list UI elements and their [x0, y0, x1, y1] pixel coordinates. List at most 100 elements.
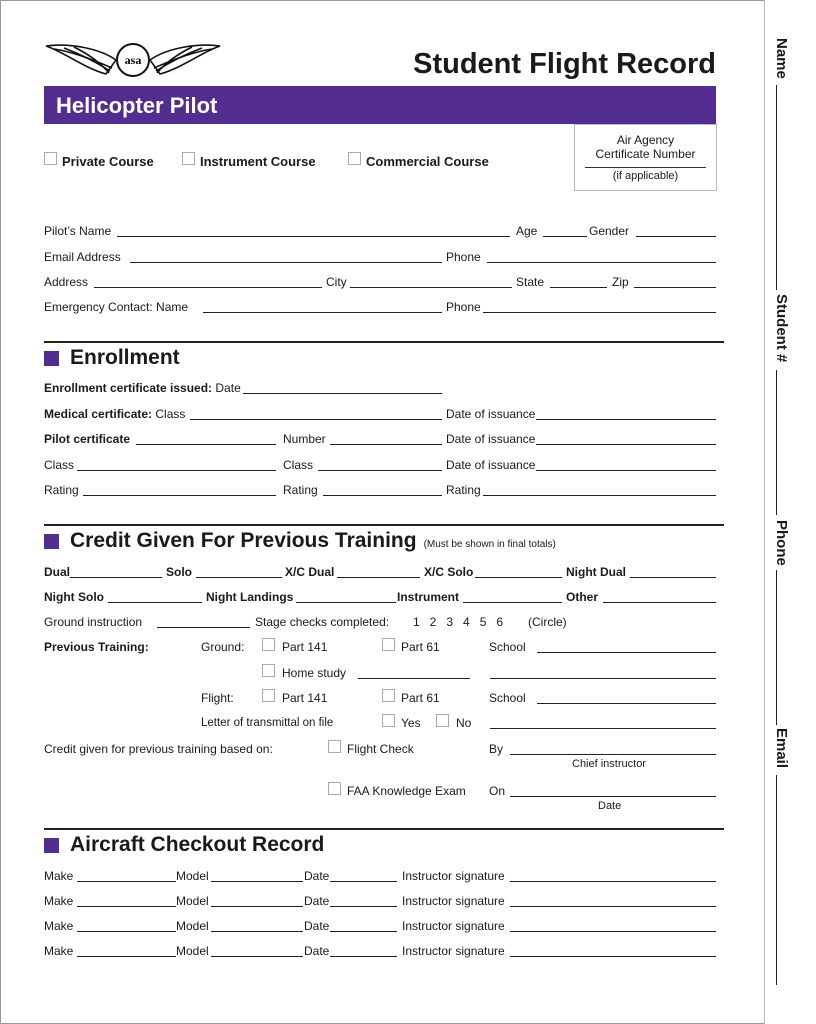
home-study-checkbox[interactable]: [262, 664, 275, 677]
class-field[interactable]: [77, 470, 276, 471]
instrument-field[interactable]: [463, 602, 562, 603]
home-study-label: Home study: [282, 666, 347, 680]
xc-dual-field[interactable]: [337, 577, 420, 578]
date-field[interactable]: [330, 906, 397, 907]
private-course-label: Private Course: [62, 154, 154, 169]
city-field[interactable]: [350, 287, 512, 288]
rating-field[interactable]: [483, 495, 716, 496]
credit-heading: Credit Given For Previous Training (Must …: [44, 529, 556, 553]
make-field[interactable]: [77, 931, 176, 932]
rating-label: Rating: [283, 483, 318, 497]
ground-instruction-field[interactable]: [157, 627, 250, 628]
faa-exam-checkbox[interactable]: [328, 782, 341, 795]
ground-part61-checkbox[interactable]: [382, 638, 395, 651]
ground-school-field-2[interactable]: [490, 678, 716, 679]
signature-field[interactable]: [510, 956, 716, 957]
state-field[interactable]: [550, 287, 607, 288]
chief-instructor-field[interactable]: [510, 754, 716, 755]
flight-check-checkbox[interactable]: [328, 740, 341, 753]
section-marker: [44, 350, 59, 366]
letter-label: Letter of transmittal on file: [201, 717, 334, 729]
model-field[interactable]: [211, 956, 303, 957]
model-field[interactable]: [211, 881, 303, 882]
solo-label: Solo: [166, 565, 192, 579]
signature-field[interactable]: [510, 881, 716, 882]
signature-field[interactable]: [510, 906, 716, 907]
stage-numbers[interactable]: 1 2 3 4 5 6: [413, 615, 504, 629]
chief-instructor-caption: Chief instructor: [572, 758, 646, 770]
section-title: Enrollment: [70, 346, 180, 369]
date-field[interactable]: [330, 931, 397, 932]
xc-dual-label: X/C Dual: [285, 565, 335, 579]
flight-part141-checkbox[interactable]: [262, 689, 275, 702]
phone-field[interactable]: [487, 262, 716, 263]
ground-part141-checkbox[interactable]: [262, 638, 275, 651]
zip-field[interactable]: [634, 287, 716, 288]
medical-class-field[interactable]: [190, 419, 442, 420]
side-line: [776, 570, 777, 725]
email-field[interactable]: [130, 262, 442, 263]
night-solo-field[interactable]: [108, 602, 202, 603]
night-landings-field[interactable]: [296, 602, 396, 603]
issuance-field[interactable]: [536, 470, 716, 471]
model-field[interactable]: [211, 931, 303, 932]
class-field[interactable]: [318, 470, 442, 471]
rating-field[interactable]: [83, 495, 276, 496]
make-field[interactable]: [77, 956, 176, 957]
class-label: Class: [44, 458, 75, 472]
title-banner: Helicopter Pilot: [44, 86, 716, 124]
instrument-course-label: Instrument Course: [200, 154, 316, 169]
model-label: Model: [176, 944, 209, 958]
emergency-phone-field[interactable]: [483, 312, 716, 313]
emergency-name-field[interactable]: [203, 312, 442, 313]
solo-field[interactable]: [196, 577, 282, 578]
flight-school-field[interactable]: [537, 703, 716, 704]
banner-text: Helicopter Pilot: [56, 93, 218, 118]
ground-school-field[interactable]: [537, 652, 716, 653]
model-field[interactable]: [211, 906, 303, 907]
medical-issuance-field[interactable]: [536, 419, 716, 420]
side-label-name: Name: [773, 38, 790, 79]
date-field[interactable]: [330, 956, 397, 957]
flight-part61-checkbox[interactable]: [382, 689, 395, 702]
number-field[interactable]: [330, 444, 442, 445]
instrument-course-checkbox[interactable]: [182, 152, 195, 165]
dual-field[interactable]: [70, 577, 162, 578]
pilot-cert-field[interactable]: [136, 444, 276, 445]
side-label-student: Student #: [773, 294, 790, 363]
section-title: Aircraft Checkout Record: [70, 833, 325, 856]
night-landings-label: Night Landings: [206, 590, 294, 604]
address-field[interactable]: [94, 287, 322, 288]
rating-field[interactable]: [323, 495, 442, 496]
exam-date-field[interactable]: [510, 796, 716, 797]
xc-solo-field[interactable]: [475, 577, 562, 578]
make-field[interactable]: [77, 881, 176, 882]
date-field[interactable]: [330, 881, 397, 882]
phone-label: Phone: [446, 250, 481, 264]
commercial-course-checkbox[interactable]: [348, 152, 361, 165]
private-course-checkbox[interactable]: [44, 152, 57, 165]
signature-field[interactable]: [510, 931, 716, 932]
night-dual-field[interactable]: [630, 577, 716, 578]
gender-field[interactable]: [636, 236, 716, 237]
side-line: [776, 85, 777, 290]
letter-no-checkbox[interactable]: [436, 714, 449, 727]
section-marker: [44, 837, 59, 853]
email-label: Email Address: [44, 250, 121, 264]
home-study-field[interactable]: [358, 678, 470, 679]
flight-check-label: Flight Check: [347, 742, 414, 756]
zip-label: Zip: [612, 275, 629, 289]
pilot-cert-label: Pilot certificate: [44, 432, 131, 446]
issuance-field[interactable]: [536, 444, 716, 445]
make-field[interactable]: [77, 906, 176, 907]
aircraft-heading: Aircraft Checkout Record: [44, 833, 324, 857]
side-label-phone: Phone: [773, 520, 790, 566]
enroll-date-field[interactable]: [243, 393, 442, 394]
pilot-name-field[interactable]: [117, 236, 510, 237]
other-field[interactable]: [603, 602, 716, 603]
letter-yes-checkbox[interactable]: [382, 714, 395, 727]
city-label: City: [326, 275, 347, 289]
age-field[interactable]: [543, 236, 587, 237]
class-label: Class: [283, 458, 314, 472]
flight-school-field-2[interactable]: [490, 728, 716, 729]
